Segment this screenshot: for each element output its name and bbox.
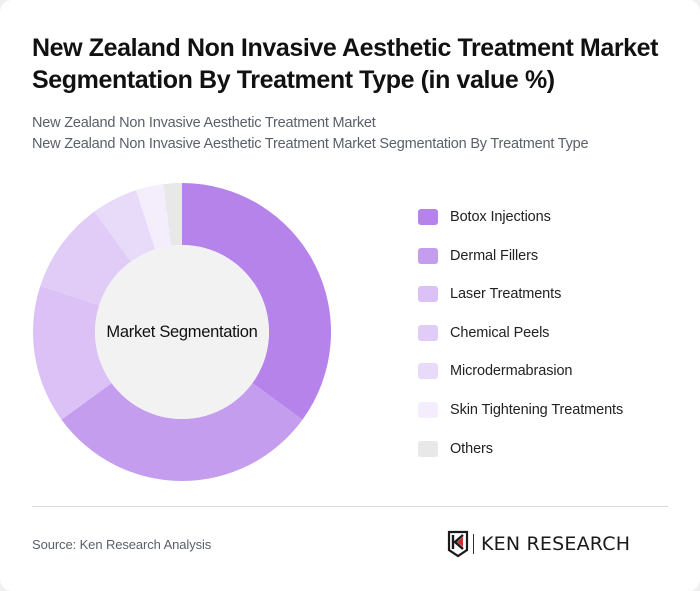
- legend-item-laser-treatments[interactable]: Laser Treatments: [418, 284, 623, 304]
- legend-swatch: [418, 401, 438, 418]
- legend-swatch: [418, 247, 438, 264]
- subtitle-line-2: New Zealand Non Invasive Aesthetic Treat…: [32, 136, 589, 152]
- legend-label: Others: [450, 440, 493, 457]
- chart-legend: Botox Injections Dermal Fillers Laser Tr…: [418, 207, 623, 477]
- source-note: Source: Ken Research Analysis: [32, 537, 212, 552]
- donut-chart: [32, 183, 331, 481]
- legend-item-microdermabrasion[interactable]: Microdermabrasion: [418, 361, 623, 381]
- donut-slice-botox-injections[interactable]: [182, 183, 331, 420]
- ken-research-shield-icon: [447, 530, 469, 558]
- ken-research-logo: KEN RESEARCH: [447, 530, 630, 558]
- donut-hole: [95, 245, 269, 419]
- legend-item-botox-injections[interactable]: Botox Injections: [418, 207, 623, 227]
- legend-item-others[interactable]: Others: [418, 439, 623, 459]
- donut-slice-chemical-peels[interactable]: [40, 211, 131, 306]
- footer-divider: [32, 506, 668, 507]
- subtitle-line-1: New Zealand Non Invasive Aesthetic Treat…: [32, 115, 376, 131]
- legend-label: Laser Treatments: [450, 286, 562, 303]
- legend-swatch: [418, 209, 438, 225]
- legend-swatch: [418, 363, 438, 380]
- chart-title: New Zealand Non Invasive Aesthetic Treat…: [32, 34, 659, 94]
- chart-subtitle: New Zealand Non Invasive Aesthetic Treat…: [32, 113, 682, 155]
- donut-slice-skin-tightening-treatments[interactable]: [135, 184, 172, 250]
- legend-swatch: [418, 286, 438, 303]
- legend-label: Chemical Peels: [450, 324, 550, 341]
- legend-item-dermal-fillers[interactable]: Dermal Fillers: [418, 246, 623, 266]
- legend-item-skin-tightening[interactable]: Skin Tightening Treatments: [418, 400, 623, 420]
- legend-label: Botox Injections: [450, 209, 551, 225]
- logo-text: KEN RESEARCH: [481, 533, 631, 555]
- donut-slice-microdermabrasion[interactable]: [94, 190, 156, 262]
- legend-label: Microdermabrasion: [450, 363, 573, 380]
- donut-slice-others[interactable]: [163, 183, 182, 246]
- legend-swatch: [418, 324, 438, 341]
- donut-slice-laser-treatments[interactable]: [32, 285, 112, 420]
- legend-label: Skin Tightening Treatments: [450, 401, 624, 418]
- donut-slice-dermal-fillers[interactable]: [61, 383, 303, 481]
- legend-swatch: [418, 440, 438, 457]
- legend-label: Dermal Fillers: [450, 247, 539, 264]
- legend-item-chemical-peels[interactable]: Chemical Peels: [418, 323, 623, 343]
- logo-separator: [473, 534, 474, 554]
